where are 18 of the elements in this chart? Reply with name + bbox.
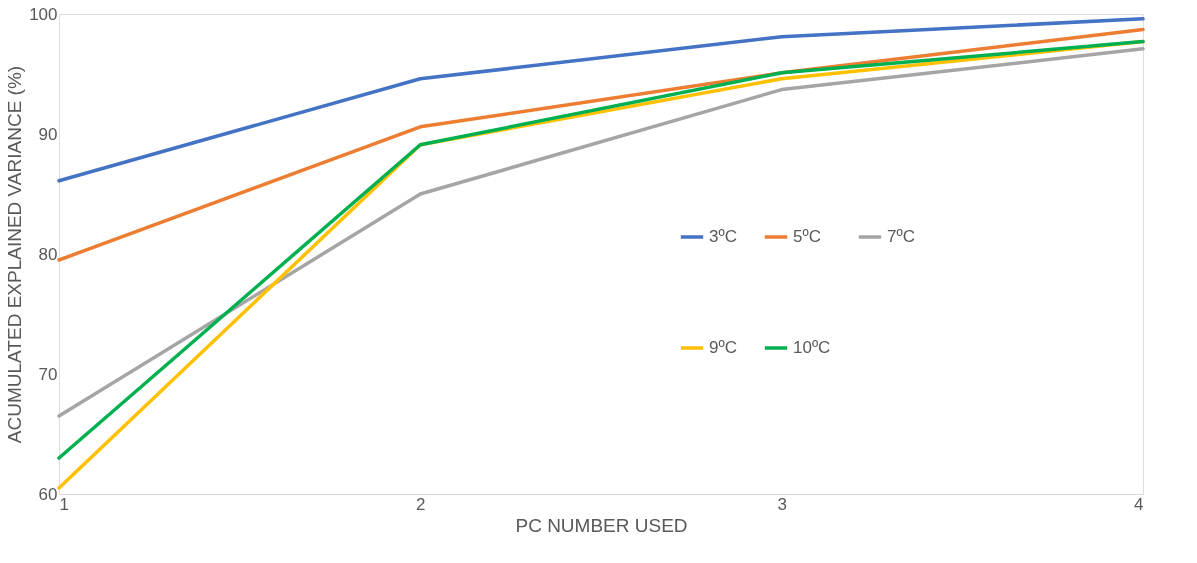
legend-label: 5ºC <box>793 227 821 246</box>
y-tick-label: 80 <box>38 244 58 264</box>
line-series <box>57 27 1145 262</box>
legend-label: 10ºC <box>793 338 831 357</box>
y-tick-label: 90 <box>38 124 58 144</box>
x-axis-title: PC NUMBER USED <box>515 514 688 536</box>
x-tick-label: 3 <box>777 494 787 514</box>
y-tick-label: 100 <box>29 4 58 24</box>
legend-label: 3ºC <box>709 227 737 246</box>
legend-label: 7ºC <box>887 227 915 246</box>
line-series <box>57 17 1145 183</box>
x-tick-label: 2 <box>416 494 426 514</box>
x-tick-label: 1 <box>59 494 69 514</box>
y-axis-title: ACUMULATED EXPLAINED VARIANCE (%) <box>4 65 26 444</box>
y-tick-label: 60 <box>38 484 58 504</box>
x-tick-label: 4 <box>1134 494 1144 514</box>
y-tick-label: 70 <box>38 364 58 384</box>
legend-label: 9ºC <box>709 338 737 357</box>
